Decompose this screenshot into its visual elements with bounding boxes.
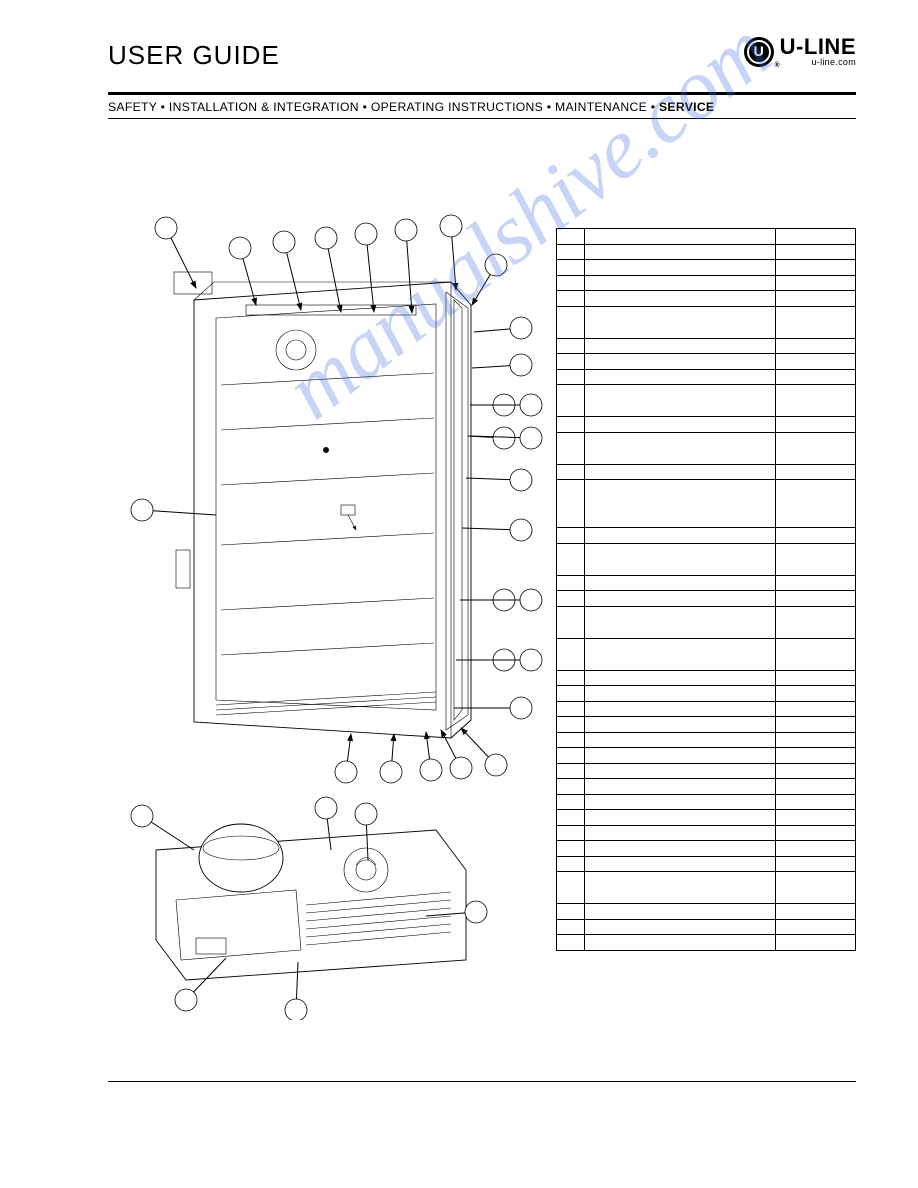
breadcrumb: SAFETY • INSTALLATION & INTEGRATION • OP…	[108, 95, 856, 118]
parts-table	[556, 228, 856, 951]
table-row	[557, 686, 856, 702]
table-row	[557, 919, 856, 935]
table-row	[557, 229, 856, 245]
table-row	[557, 670, 856, 686]
table-row	[557, 904, 856, 920]
table-row	[557, 244, 856, 260]
table-row	[557, 935, 856, 951]
brand-name: U-LINE	[780, 36, 856, 58]
table-row	[557, 306, 856, 338]
table-row	[557, 528, 856, 544]
table-row	[557, 856, 856, 872]
table-row	[557, 794, 856, 810]
table-row	[557, 825, 856, 841]
table-row	[557, 872, 856, 904]
table-row	[557, 841, 856, 857]
table-row	[557, 748, 856, 764]
table-row	[557, 338, 856, 354]
table-row	[557, 606, 856, 638]
page-header: USER GUIDE U ® U-LINE u-line.com	[108, 40, 856, 88]
brand-url: u-line.com	[780, 58, 856, 67]
table-row	[557, 260, 856, 276]
table-row	[557, 417, 856, 433]
table-row	[557, 369, 856, 385]
divider	[108, 118, 856, 119]
exploded-diagram: manualshive.com	[116, 210, 566, 1020]
table-row	[557, 779, 856, 795]
table-row	[557, 432, 856, 464]
table-row	[557, 275, 856, 291]
table-row	[557, 701, 856, 717]
table-row	[557, 575, 856, 591]
table-row	[557, 354, 856, 370]
table-row	[557, 464, 856, 480]
table-row	[557, 732, 856, 748]
table-row	[557, 591, 856, 607]
table-row	[557, 763, 856, 779]
table-row	[557, 810, 856, 826]
table-row	[557, 385, 856, 417]
table-row	[557, 543, 856, 575]
table-row	[557, 638, 856, 670]
table-row	[557, 291, 856, 307]
brand-logo: U ® U-LINE u-line.com	[744, 36, 856, 67]
table-row	[557, 717, 856, 733]
table-row	[557, 480, 856, 528]
footer-divider	[108, 1081, 856, 1082]
logo-icon: U ®	[744, 37, 774, 67]
page-title: USER GUIDE	[108, 40, 280, 71]
